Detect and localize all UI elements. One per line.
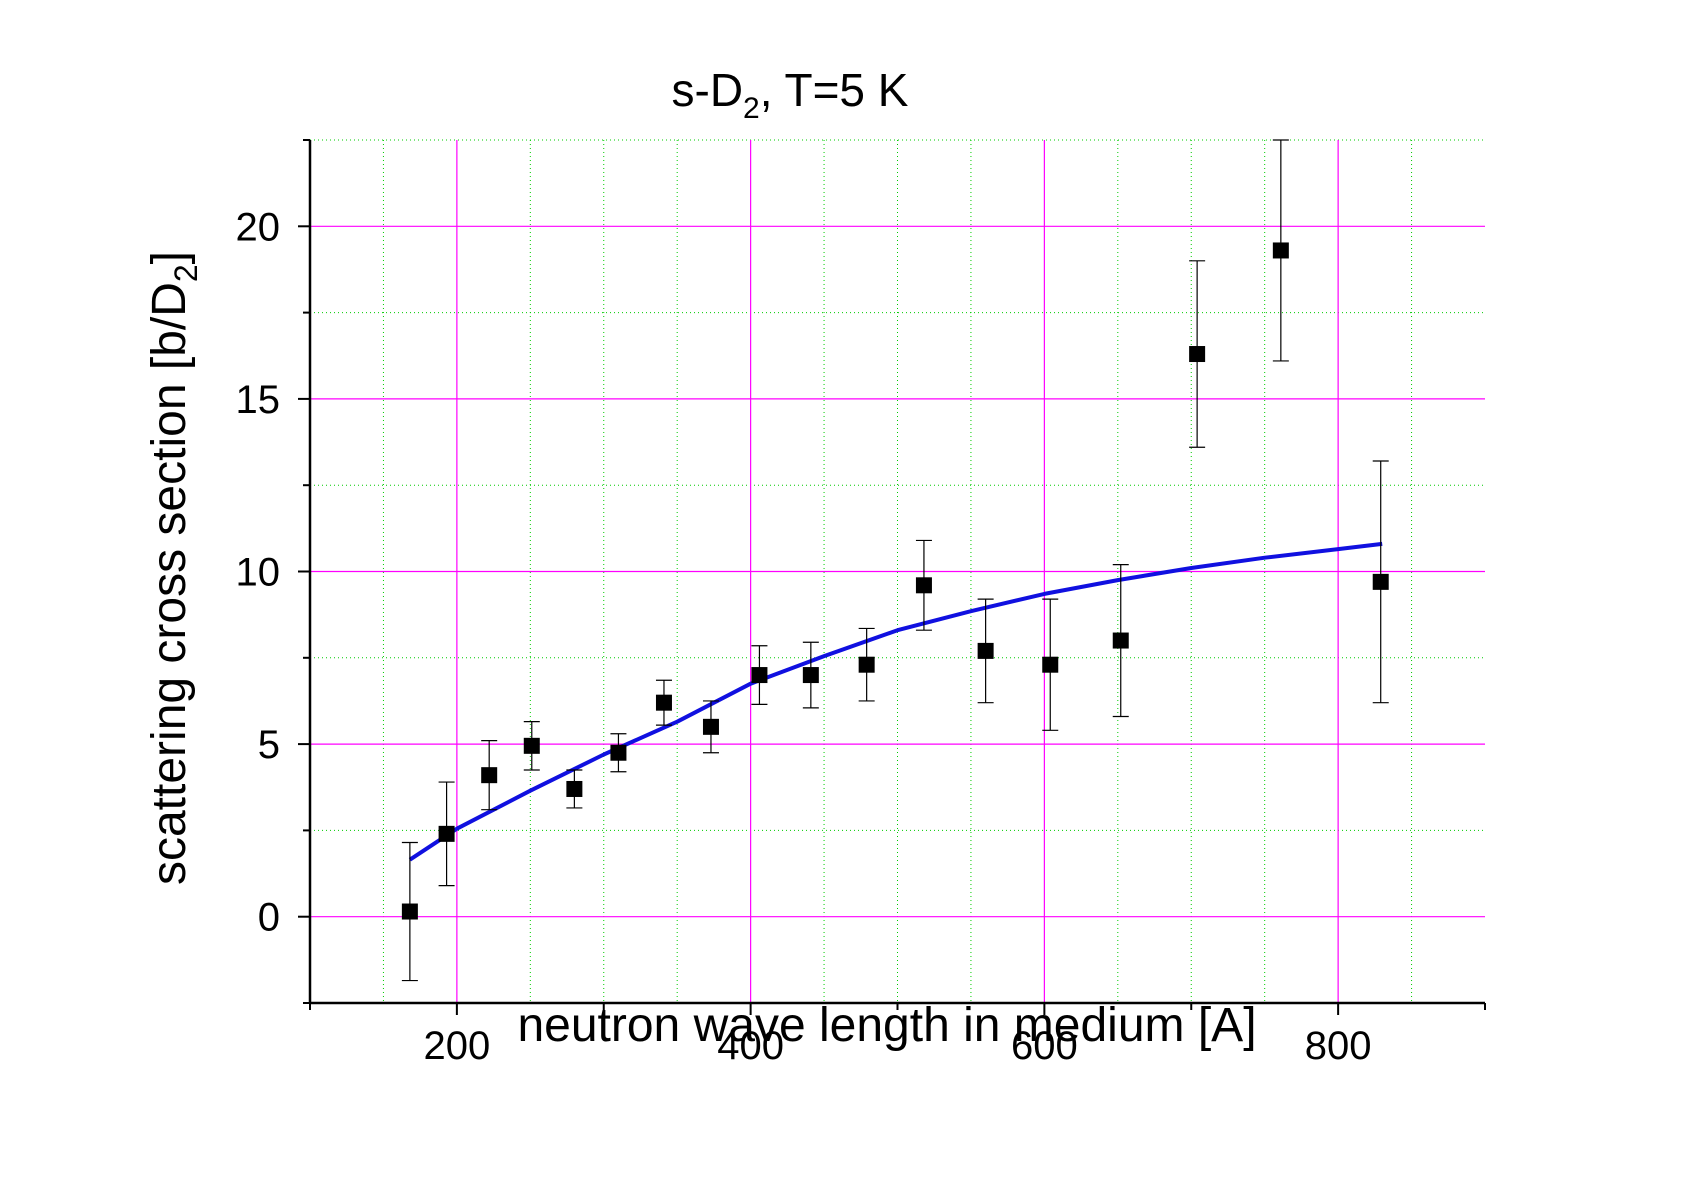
data-point <box>977 642 994 659</box>
x-tick-label: 200 <box>424 1024 491 1068</box>
x-tick-label: 800 <box>1305 1024 1372 1068</box>
data-point <box>858 656 875 673</box>
data-point <box>481 767 498 784</box>
axes-frame <box>298 139 1486 1015</box>
y-tick-label: 15 <box>236 378 281 422</box>
x-axis-label: neutron wave length in medium [A] <box>517 999 1256 1052</box>
data-point <box>438 825 455 842</box>
data-point <box>702 718 719 735</box>
chart-title: s-D2, T=5 K <box>672 64 909 125</box>
x-tick-labels: 200 400 600 800 <box>424 1024 1372 1068</box>
x-tick-label: 600 <box>1011 1024 1078 1068</box>
data-point <box>401 903 418 920</box>
fit-curve <box>408 541 1383 862</box>
data-point <box>1042 656 1059 673</box>
y-tick-label: 5 <box>258 723 280 767</box>
y-tick-label: 10 <box>236 551 281 595</box>
data-point <box>523 737 540 754</box>
data-point <box>1189 346 1206 363</box>
y-tick-label: 0 <box>258 896 280 940</box>
data-point <box>1372 573 1389 590</box>
y-tick-labels: 0 5 10 15 20 <box>236 205 281 939</box>
data-point <box>1272 242 1289 259</box>
major-gridlines <box>310 140 1485 1003</box>
data-point <box>566 780 583 797</box>
data-point <box>655 694 672 711</box>
data-point <box>610 744 627 761</box>
data-point <box>1112 632 1129 649</box>
fit-curve-group <box>408 541 1383 862</box>
y-tick-label: 20 <box>236 205 281 249</box>
data-point <box>751 667 768 684</box>
data-point <box>802 667 819 684</box>
data-point <box>915 577 932 594</box>
x-tick-label: 400 <box>717 1024 784 1068</box>
data-points-group <box>401 139 1389 982</box>
y-axis-label: scattering cross section [b/D2] <box>143 251 204 885</box>
